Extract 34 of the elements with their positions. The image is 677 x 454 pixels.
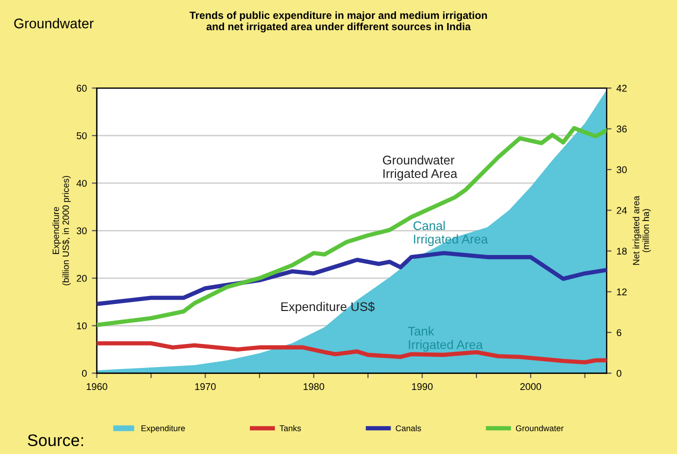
y-axis-title: Expenditure (billion US$, in 2000 prices) <box>52 176 71 286</box>
y2-tick-label: 30 <box>616 166 627 174</box>
legend-label: Expenditure <box>142 425 185 433</box>
x-tick-label: 1990 <box>412 383 433 390</box>
y-tick-label: 20 <box>76 274 87 282</box>
y-tick-label: 0 <box>82 370 87 377</box>
x-tick-label: 2000 <box>520 383 542 390</box>
legend-label: Tanks <box>280 425 301 432</box>
x-tick-label: 1960 <box>86 383 108 390</box>
y2-tick-label: 42 <box>616 84 627 92</box>
y-tick-label: 40 <box>76 180 87 187</box>
annotation: Tank Irrigated Area <box>408 326 483 352</box>
legend-label: Groundwater <box>516 425 564 432</box>
y2-tick-label: 24 <box>616 207 627 214</box>
y-tick-label: 60 <box>76 84 87 92</box>
y2-tick-label: 18 <box>617 248 627 255</box>
x-tick-label: 1970 <box>195 383 216 390</box>
y2-tick-label: 12 <box>617 288 627 296</box>
source-note: Source: <box>28 434 83 446</box>
x-tick-label: 1980 <box>304 383 324 390</box>
y2-tick-label: 36 <box>616 126 627 132</box>
annotation: Groundwater Irrigated Area <box>382 155 458 180</box>
line-series <box>96 341 607 364</box>
y-tick-label: 10 <box>77 322 87 330</box>
y2-axis-title: Net irrigated area (million ha) <box>632 196 651 265</box>
y-tick-label: 50 <box>76 132 87 140</box>
chart-title: Trends of public expenditure in major and medium irrigation and net irrigated area under different sources in India <box>190 11 487 32</box>
y2-tick-label: 6 <box>616 329 622 336</box>
y-tick-label: 30 <box>76 227 87 234</box>
y2-tick-label: 0 <box>616 370 622 377</box>
annotation: Expenditure US$ <box>281 302 375 314</box>
legend-label: Canals <box>396 425 422 432</box>
line-series <box>96 126 607 328</box>
text: Groundwater <box>14 18 94 28</box>
